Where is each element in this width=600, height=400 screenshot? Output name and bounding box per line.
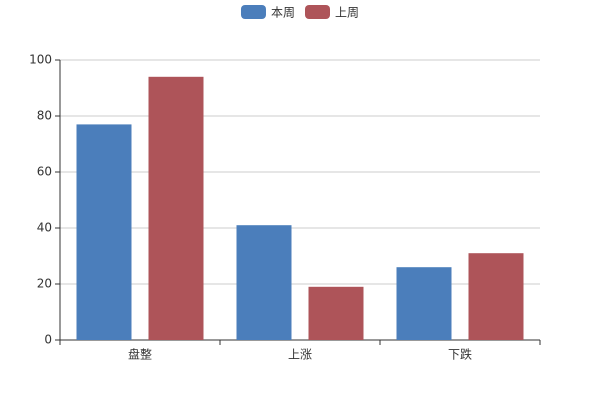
legend-swatch (240, 5, 266, 19)
y-tick-label: 0 (44, 333, 52, 347)
y-tick-label: 40 (37, 221, 52, 235)
legend-label: 上周 (335, 6, 359, 20)
bar (396, 267, 452, 340)
bar (236, 225, 292, 340)
legend-swatch (305, 5, 330, 19)
y-tick-label: 80 (37, 109, 52, 123)
legend-label: 本周 (271, 6, 295, 20)
bar (76, 124, 132, 341)
y-tick-label: 60 (37, 165, 52, 179)
y-tick-label: 100 (29, 53, 52, 67)
y-tick-label: 20 (37, 277, 52, 291)
x-tick-label: 下跌 (448, 347, 472, 362)
x-tick-label: 盘整 (128, 347, 152, 362)
x-tick-label: 上涨 (288, 347, 312, 362)
bar (148, 76, 204, 341)
bar (308, 286, 364, 340)
bar (468, 253, 524, 340)
legend: 本周 上周 (240, 5, 359, 20)
